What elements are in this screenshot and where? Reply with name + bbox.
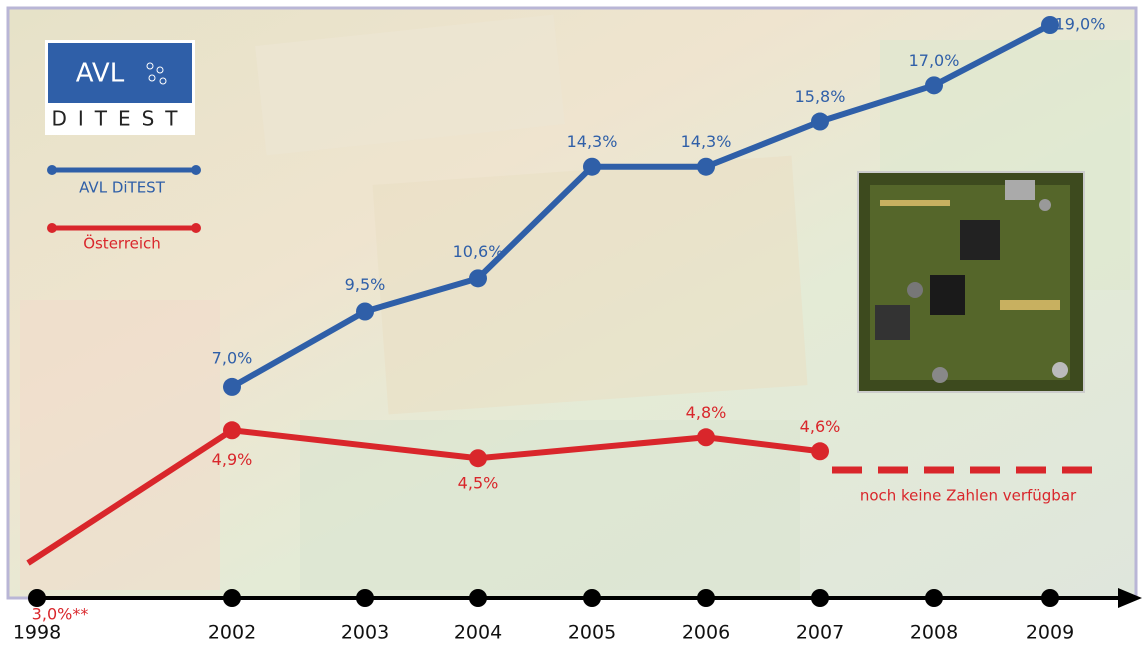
x-tick-label: 2005 xyxy=(568,622,616,644)
value-label: 10,6% xyxy=(453,242,504,261)
legend-dot xyxy=(191,223,201,233)
legend-label: AVL DiTEST xyxy=(79,179,166,197)
axis-dot xyxy=(223,589,241,607)
axis-dot xyxy=(925,589,943,607)
data-point xyxy=(697,428,715,446)
legend-dot xyxy=(47,223,57,233)
data-point xyxy=(469,449,487,467)
value-label: 4,6% xyxy=(800,417,841,436)
axis-dot xyxy=(811,589,829,607)
annotation: noch keine Zahlen verfügbar xyxy=(860,487,1077,505)
data-point xyxy=(469,269,487,287)
axis-dot xyxy=(1041,589,1059,607)
axis-dot xyxy=(356,589,374,607)
legend-dot xyxy=(191,165,201,175)
x-tick-label: 2006 xyxy=(682,622,730,644)
chart: AVL DITEST noch keine Zahlen verfügbar 1… xyxy=(0,0,1144,645)
data-point xyxy=(223,421,241,439)
axis-dot xyxy=(469,589,487,607)
page: AVL DITEST noch keine Zahlen verfügbar 1… xyxy=(0,0,1144,645)
axis-dot xyxy=(583,589,601,607)
value-label: 15,8% xyxy=(795,87,846,106)
value-label: 14,3% xyxy=(681,132,732,151)
x-tick-label: 1998 xyxy=(13,622,61,644)
value-label: 7,0% xyxy=(212,348,253,367)
value-label: 17,0% xyxy=(909,51,960,70)
legend-label: Österreich xyxy=(83,234,161,253)
x-tick-label: 2009 xyxy=(1026,622,1074,644)
x-tick-label: 2004 xyxy=(454,622,502,644)
logo-brand: AVL xyxy=(76,59,125,89)
value-label: 4,8% xyxy=(686,403,727,422)
value-label: 14,3% xyxy=(567,132,618,151)
x-tick-label: 2008 xyxy=(910,622,958,644)
value-label: 4,9% xyxy=(212,450,253,469)
x-tick-label: 2002 xyxy=(208,622,256,644)
data-point xyxy=(697,158,715,176)
value-label: 3,0%** xyxy=(32,605,89,624)
data-point xyxy=(811,442,829,460)
data-point xyxy=(925,76,943,94)
data-point xyxy=(223,378,241,396)
value-label: 9,5% xyxy=(345,275,386,294)
banknote xyxy=(372,156,807,415)
data-point xyxy=(583,158,601,176)
legend-dot xyxy=(47,165,57,175)
x-tick-label: 2003 xyxy=(341,622,389,644)
data-point xyxy=(811,113,829,131)
value-label: 4,5% xyxy=(458,474,499,493)
x-tick-label: 2007 xyxy=(796,622,844,644)
value-label: 19,0% xyxy=(1055,15,1106,34)
data-point xyxy=(356,303,374,321)
logo-product: DITEST xyxy=(51,107,188,131)
axis-dot xyxy=(697,589,715,607)
pcb-photo xyxy=(858,172,1084,392)
